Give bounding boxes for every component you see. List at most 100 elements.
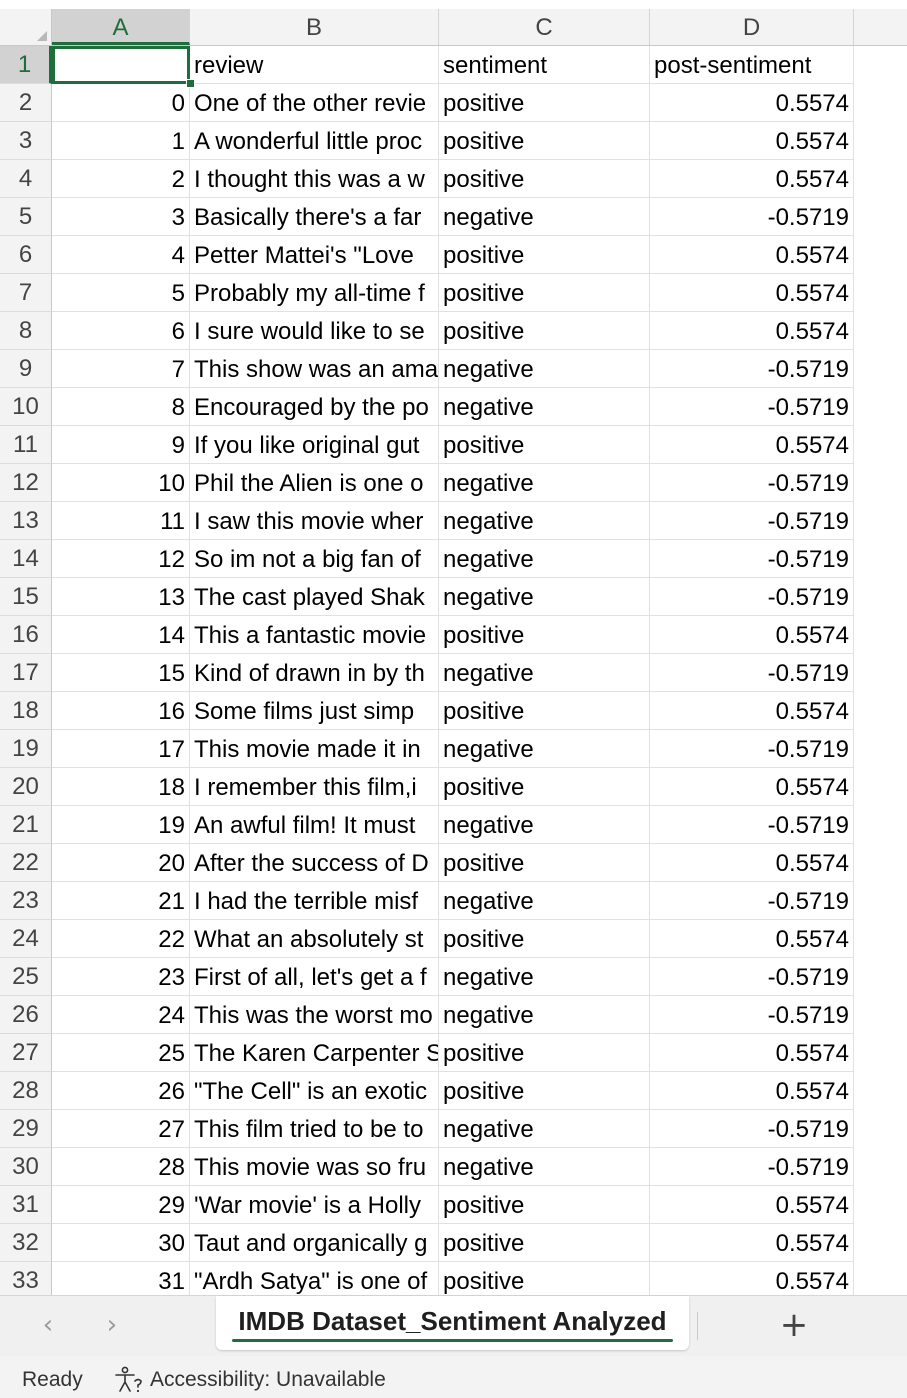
select-all-corner[interactable] xyxy=(0,9,52,45)
cell-sentiment[interactable]: positive xyxy=(439,920,650,958)
cell-sentiment[interactable]: negative xyxy=(439,502,650,540)
row-number[interactable]: 26 xyxy=(0,996,52,1034)
cell-post-sentiment[interactable]: 0.5574 xyxy=(650,1186,854,1224)
row-number[interactable]: 1 xyxy=(0,46,52,84)
column-header-c[interactable]: C xyxy=(439,9,650,45)
cell-sentiment[interactable]: negative xyxy=(439,996,650,1034)
cell-sentiment[interactable]: positive xyxy=(439,844,650,882)
cell-index[interactable]: 7 xyxy=(52,350,190,388)
cell-post-sentiment[interactable]: 0.5574 xyxy=(650,920,854,958)
cell-index[interactable]: 17 xyxy=(52,730,190,768)
cell-sentiment[interactable]: positive xyxy=(439,160,650,198)
cell-review[interactable]: So im not a big fan of xyxy=(190,540,439,578)
row-number[interactable]: 19 xyxy=(0,730,52,768)
cell-review[interactable]: I saw this movie wher xyxy=(190,502,439,540)
cell-review[interactable]: One of the other revie xyxy=(190,84,439,122)
cell-post-sentiment[interactable]: 0.5574 xyxy=(650,84,854,122)
cell-review[interactable]: This film tried to be to xyxy=(190,1110,439,1148)
cell-post-sentiment[interactable]: 0.5574 xyxy=(650,312,854,350)
row-number[interactable]: 7 xyxy=(0,274,52,312)
row-number[interactable]: 3 xyxy=(0,122,52,160)
cell-post-sentiment[interactable]: 0.5574 xyxy=(650,692,854,730)
cell-review[interactable]: If you like original gut xyxy=(190,426,439,464)
cell-index[interactable]: 14 xyxy=(52,616,190,654)
cell-sentiment[interactable]: positive xyxy=(439,1034,650,1072)
cell-review[interactable]: Basically there's a far xyxy=(190,198,439,236)
chevron-right-icon[interactable]: › xyxy=(106,1310,118,1340)
cell-post-sentiment[interactable]: -0.5719 xyxy=(650,996,854,1034)
row-number[interactable]: 16 xyxy=(0,616,52,654)
cell-index[interactable]: 0 xyxy=(52,84,190,122)
row-number[interactable]: 18 xyxy=(0,692,52,730)
cell-index[interactable]: 19 xyxy=(52,806,190,844)
cell-index[interactable]: 6 xyxy=(52,312,190,350)
cell-sentiment[interactable]: positive xyxy=(439,1224,650,1262)
cell-post-sentiment[interactable]: 0.5574 xyxy=(650,1262,854,1295)
cell-post-sentiment[interactable]: 0.5574 xyxy=(650,1034,854,1072)
row-number[interactable]: 27 xyxy=(0,1034,52,1072)
cell-review[interactable]: 'War movie' is a Holly xyxy=(190,1186,439,1224)
cell-index[interactable]: 31 xyxy=(52,1262,190,1295)
cell-index[interactable]: 20 xyxy=(52,844,190,882)
cell-index[interactable]: 2 xyxy=(52,160,190,198)
cell-index[interactable]: 12 xyxy=(52,540,190,578)
cell-sentiment[interactable]: positive xyxy=(439,426,650,464)
row-number[interactable]: 11 xyxy=(0,426,52,464)
row-number[interactable]: 30 xyxy=(0,1148,52,1186)
cell-index[interactable]: 4 xyxy=(52,236,190,274)
cell-post-sentiment[interactable]: 0.5574 xyxy=(650,122,854,160)
cell-review[interactable]: I sure would like to se xyxy=(190,312,439,350)
cell-index[interactable]: 13 xyxy=(52,578,190,616)
row-number[interactable]: 31 xyxy=(0,1186,52,1224)
header-cell-review[interactable]: review xyxy=(190,46,439,84)
cell-post-sentiment[interactable]: -0.5719 xyxy=(650,958,854,996)
cell-sentiment[interactable]: negative xyxy=(439,958,650,996)
row-number[interactable]: 20 xyxy=(0,768,52,806)
row-number[interactable]: 32 xyxy=(0,1224,52,1262)
row-number[interactable]: 2 xyxy=(0,84,52,122)
cell-sentiment[interactable]: negative xyxy=(439,1110,650,1148)
add-sheet-button[interactable]: + xyxy=(779,1305,809,1345)
cell-post-sentiment[interactable]: -0.5719 xyxy=(650,730,854,768)
cell-review[interactable]: This movie was so fru xyxy=(190,1148,439,1186)
header-cell-sentiment[interactable]: sentiment xyxy=(439,46,650,84)
column-header-b[interactable]: B xyxy=(190,9,439,45)
cell-sentiment[interactable]: negative xyxy=(439,730,650,768)
cell-index[interactable]: 23 xyxy=(52,958,190,996)
cell-sentiment[interactable]: negative xyxy=(439,388,650,426)
cell-index[interactable]: 30 xyxy=(52,1224,190,1262)
cell-sentiment[interactable]: negative xyxy=(439,1148,650,1186)
cell-index[interactable]: 15 xyxy=(52,654,190,692)
cell-post-sentiment[interactable]: -0.5719 xyxy=(650,1148,854,1186)
cell-review[interactable]: The Karen Carpenter S xyxy=(190,1034,439,1072)
cell-sentiment[interactable]: positive xyxy=(439,84,650,122)
cell-review[interactable]: I thought this was a w xyxy=(190,160,439,198)
row-number[interactable]: 8 xyxy=(0,312,52,350)
cell-post-sentiment[interactable]: -0.5719 xyxy=(650,1110,854,1148)
cell-post-sentiment[interactable]: -0.5719 xyxy=(650,882,854,920)
row-number[interactable]: 4 xyxy=(0,160,52,198)
cell-review[interactable]: "The Cell" is an exotic xyxy=(190,1072,439,1110)
row-number[interactable]: 29 xyxy=(0,1110,52,1148)
cell-review[interactable]: First of all, let's get a f xyxy=(190,958,439,996)
cell-index[interactable]: 28 xyxy=(52,1148,190,1186)
cell-sentiment[interactable]: positive xyxy=(439,1186,650,1224)
cell-sentiment[interactable]: positive xyxy=(439,1072,650,1110)
cell-post-sentiment[interactable]: -0.5719 xyxy=(650,654,854,692)
cell-index[interactable]: 10 xyxy=(52,464,190,502)
row-number[interactable]: 24 xyxy=(0,920,52,958)
cell-post-sentiment[interactable]: 0.5574 xyxy=(650,1072,854,1110)
row-number[interactable]: 12 xyxy=(0,464,52,502)
cell-review[interactable]: After the success of D xyxy=(190,844,439,882)
row-number[interactable]: 5 xyxy=(0,198,52,236)
cell-sentiment[interactable]: positive xyxy=(439,768,650,806)
row-number[interactable]: 25 xyxy=(0,958,52,996)
cell-sentiment[interactable]: positive xyxy=(439,312,650,350)
cell-sentiment[interactable]: negative xyxy=(439,464,650,502)
cell-sentiment[interactable]: positive xyxy=(439,692,650,730)
cell-index[interactable]: 3 xyxy=(52,198,190,236)
cell-post-sentiment[interactable]: -0.5719 xyxy=(650,464,854,502)
cell-sentiment[interactable]: negative xyxy=(439,882,650,920)
row-number[interactable]: 6 xyxy=(0,236,52,274)
cell-review[interactable]: Petter Mattei's "Love xyxy=(190,236,439,274)
